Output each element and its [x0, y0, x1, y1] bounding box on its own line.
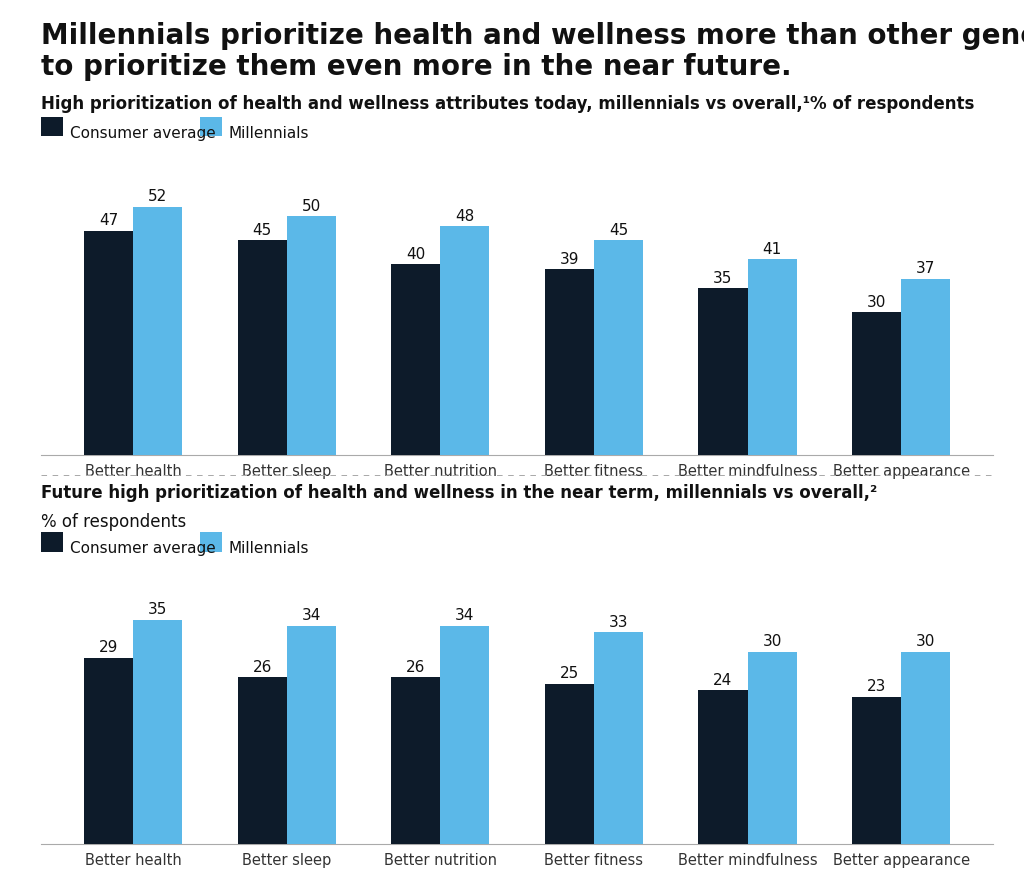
Text: Future high prioritization of health and wellness in the near term, millennials : Future high prioritization of health and…	[41, 484, 878, 502]
Text: to prioritize them even more in the near future.: to prioritize them even more in the near…	[41, 53, 792, 81]
Text: 23: 23	[867, 679, 886, 694]
Text: 24: 24	[714, 673, 732, 688]
Text: 25: 25	[560, 667, 579, 682]
Text: 47: 47	[99, 213, 118, 228]
Bar	[391, 677, 440, 844]
Text: Millennials prioritize health and wellness more than other generations and plan: Millennials prioritize health and wellne…	[41, 22, 1024, 50]
Bar	[440, 226, 489, 455]
Bar	[287, 626, 336, 844]
Text: 39: 39	[559, 252, 580, 267]
Bar	[748, 652, 797, 844]
Text: Consumer average: Consumer average	[70, 541, 215, 556]
Bar	[594, 240, 643, 455]
Text: 52: 52	[148, 189, 167, 204]
Text: High prioritization of health and wellness attributes today, millennials vs over: High prioritization of health and wellne…	[41, 95, 974, 112]
Bar	[545, 269, 594, 455]
Bar	[698, 690, 748, 844]
Text: 37: 37	[916, 261, 935, 276]
Text: 34: 34	[302, 608, 321, 623]
Text: Consumer average: Consumer average	[70, 126, 215, 141]
Bar	[748, 259, 797, 455]
Bar	[901, 652, 950, 844]
Text: 30: 30	[867, 294, 886, 309]
Bar	[594, 632, 643, 844]
Bar	[852, 697, 901, 844]
Bar	[391, 264, 440, 455]
Text: 33: 33	[608, 614, 629, 629]
Text: 26: 26	[253, 659, 271, 674]
Text: 30: 30	[763, 634, 781, 649]
Text: Millennials: Millennials	[228, 126, 309, 141]
Text: 45: 45	[609, 223, 628, 238]
Text: 26: 26	[407, 659, 425, 674]
Bar	[287, 217, 336, 455]
Text: Millennials: Millennials	[228, 541, 309, 556]
Bar	[133, 207, 182, 455]
Bar	[84, 231, 133, 455]
Bar	[133, 620, 182, 844]
Text: 50: 50	[302, 199, 321, 214]
Bar	[545, 683, 594, 844]
Text: 45: 45	[253, 223, 271, 238]
Text: % of respondents: % of respondents	[41, 513, 186, 530]
Bar	[698, 288, 748, 455]
Bar	[852, 312, 901, 455]
Bar	[84, 658, 133, 844]
Bar	[238, 677, 287, 844]
Text: 30: 30	[916, 634, 935, 649]
Text: 48: 48	[456, 209, 474, 224]
Text: 40: 40	[407, 247, 425, 262]
Text: 41: 41	[763, 242, 781, 257]
Bar	[440, 626, 489, 844]
Text: 35: 35	[148, 602, 167, 617]
Bar	[238, 240, 287, 455]
Text: 29: 29	[99, 641, 118, 656]
Text: 34: 34	[456, 608, 474, 623]
Bar	[901, 278, 950, 455]
Text: 35: 35	[714, 271, 732, 286]
